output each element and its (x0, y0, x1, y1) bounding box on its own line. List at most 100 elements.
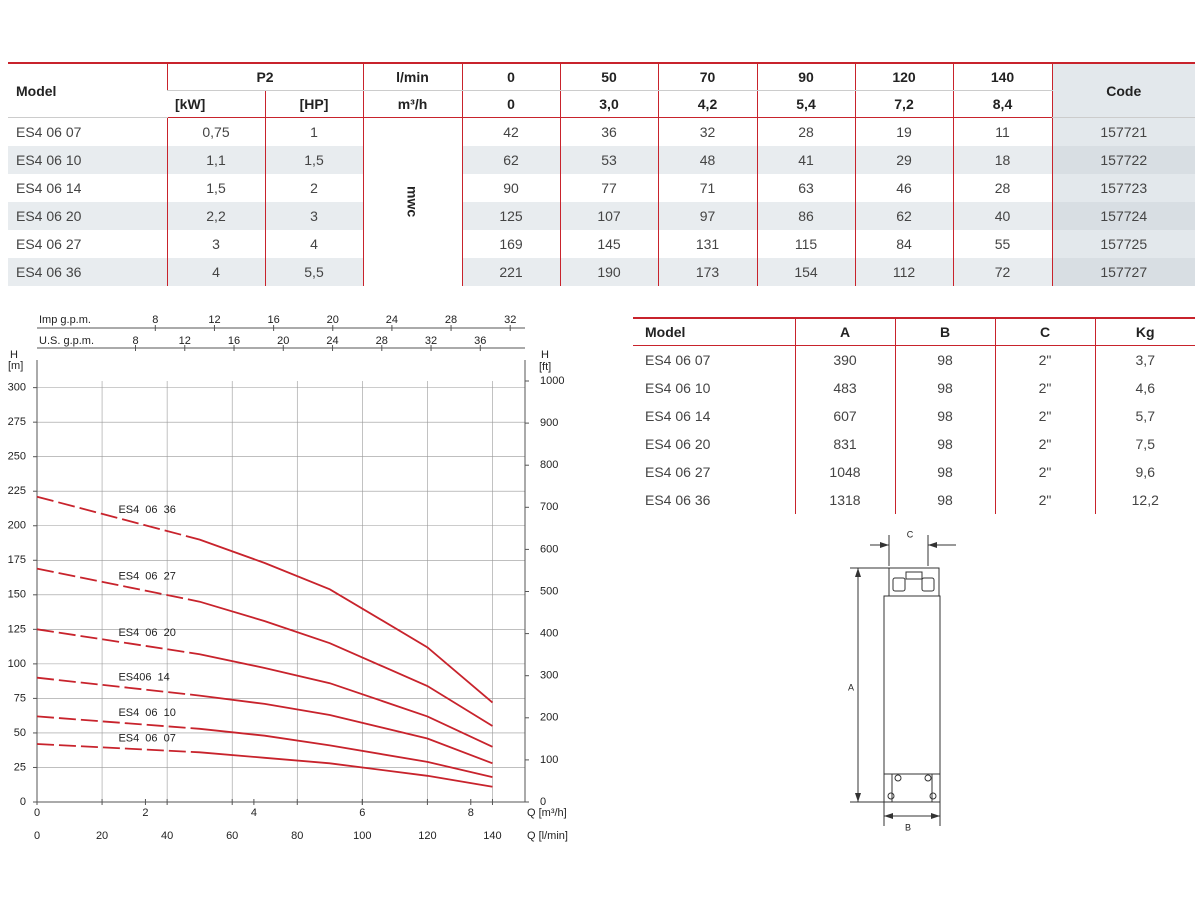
dim-cell: 98 (894, 430, 995, 458)
header-cell: 4,2 (657, 90, 757, 118)
code-cell: 157727 (1051, 258, 1195, 286)
bolt (924, 774, 932, 782)
header-cell: 140 (952, 63, 1052, 91)
head-cell: 19 (854, 117, 953, 146)
dim-cell: 98 (894, 486, 995, 514)
dim-cell: 98 (894, 374, 995, 402)
table-row: ES4 06 10 1,1 1,5 62 53 48 41 29 18 157722 (8, 146, 1195, 174)
head-cell: 112 (854, 258, 953, 286)
x3-tick-label: 20 (327, 314, 339, 326)
x3-axis-label: Imp g.p.m. (39, 314, 91, 326)
code-cell: 157722 (1051, 146, 1195, 174)
head-cell: 84 (854, 230, 953, 258)
curve-label: ES4 06 10 (118, 707, 175, 719)
table-row: ES4 06 14 1,5 2 90 77 71 63 46 28 157723 (8, 174, 1195, 202)
header-cell: Model (8, 63, 167, 118)
header-cell: l/min (362, 63, 462, 91)
head-cell: 107 (559, 202, 658, 230)
head-cell: 131 (657, 230, 757, 258)
header-cell: A (794, 318, 895, 346)
y2-tick-label: 400 (540, 628, 558, 640)
x2-tick-label: 4 (251, 807, 257, 819)
head-cell: 97 (657, 202, 757, 230)
dim-cell: ES4 06 27 (645, 464, 711, 480)
header-row: Model A B C Kg (633, 318, 1195, 346)
header-cell: Model (633, 318, 795, 346)
code-cell: 157725 (1051, 230, 1195, 258)
header-cell: 8,4 (952, 90, 1052, 118)
x3-tick-label: 16 (267, 314, 279, 326)
y2-tick-label: 600 (540, 543, 558, 555)
pump-curve (36, 495, 494, 704)
kw-cell: 1,1 (166, 146, 265, 174)
dim-cell: ES4 06 20 (645, 436, 711, 452)
x3-tick-label: 32 (504, 314, 516, 326)
y-tick-label: 150 (8, 589, 26, 601)
dim-cell: ES4 06 10 (645, 380, 711, 396)
x-tick-label: 0 (34, 830, 40, 842)
code-cell: 157724 (1051, 202, 1195, 230)
dim-cell: ES4 06 36 (645, 492, 711, 508)
header-cell: 3,0 (559, 90, 658, 118)
head-cell: 115 (756, 230, 855, 258)
x4-axis-label: U.S. g.p.m. (39, 335, 94, 347)
dim-cell: 2" (994, 345, 1095, 374)
hp-cell: 2 (264, 174, 363, 202)
pump-curve (36, 743, 493, 788)
head-cell: 40 (952, 202, 1052, 230)
pump-curve (36, 715, 493, 778)
dim-cell: 607 (794, 402, 895, 430)
table-row: ES4 06 27 1048 98 2" 9,6 (633, 458, 1195, 486)
curve-label: ES4 06 07 (118, 732, 175, 744)
header-cell: 50 (559, 63, 658, 91)
head-cell: 28 (756, 117, 855, 146)
head-cell: 71 (657, 174, 757, 202)
dim-cell: 2" (994, 430, 1095, 458)
label-b: B (905, 822, 911, 832)
pump-curve (36, 628, 493, 748)
x2-axis-label: Q [m³/h] (527, 807, 567, 819)
header-cell: Code (1051, 63, 1195, 118)
hp-cell: 5,5 (264, 258, 363, 286)
kw-cell: 4 (166, 258, 265, 286)
model-cell: ES4 06 14 (16, 180, 82, 196)
y2-axis-label: H (541, 349, 549, 361)
model-cell: ES4 06 36 (8, 258, 167, 286)
dim-cell: 2" (994, 402, 1095, 430)
dim-cell: 98 (894, 402, 995, 430)
hp-cell: 3 (264, 202, 363, 230)
header-cell: B (894, 318, 995, 346)
dim-cell: 390 (794, 345, 895, 374)
dimension-table: Model A B C Kg ES4 06 07 390 98 2" 3,7 ES4 06 10 48… (633, 317, 1195, 514)
arrowheads (855, 542, 940, 819)
dim-cell: 2" (994, 458, 1095, 486)
y2-tick-label: 900 (540, 417, 558, 429)
x3-tick-label: 24 (386, 314, 398, 326)
dim-cell: 3,7 (1094, 345, 1195, 374)
pump-curve (36, 676, 493, 765)
y2-tick-label: 100 (540, 754, 558, 766)
model-cell: ES4 06 27 (16, 236, 82, 252)
header-cell: 70 (657, 63, 757, 91)
head-cell: 42 (461, 117, 560, 146)
table-row: ES4 06 10 483 98 2" 4,6 (633, 374, 1195, 402)
header-row: Model P2 l/min 0 50 70 90 120 140 Code (8, 63, 1195, 118)
table-row: ES4 06 07 0,75 1 mwc 42 36 32 28 19 11 157721 (8, 117, 1195, 286)
head-cell: 154 (756, 258, 855, 286)
y-tick-label: 200 (8, 520, 26, 532)
header-row: [kW] [HP] m³/h 0 3,0 4,2 5,4 7,2 8,4 (8, 90, 1195, 118)
dim-cell: 12,2 (1094, 486, 1195, 514)
curve-label: ES4 06 36 (118, 504, 175, 516)
head-cell: 169 (461, 230, 560, 258)
y-tick-label: 275 (8, 416, 26, 428)
curve-label: ES4 06 20 (118, 627, 175, 639)
header-cell: C (994, 318, 1095, 346)
x4-tick-label: 12 (179, 335, 191, 347)
dim-cell: 831 (794, 430, 895, 458)
code-cell: 157723 (1051, 174, 1195, 202)
port (892, 577, 906, 592)
x-tick-label: 120 (418, 830, 436, 842)
bolt (929, 792, 937, 800)
y2-tick-label: 0 (540, 796, 546, 808)
